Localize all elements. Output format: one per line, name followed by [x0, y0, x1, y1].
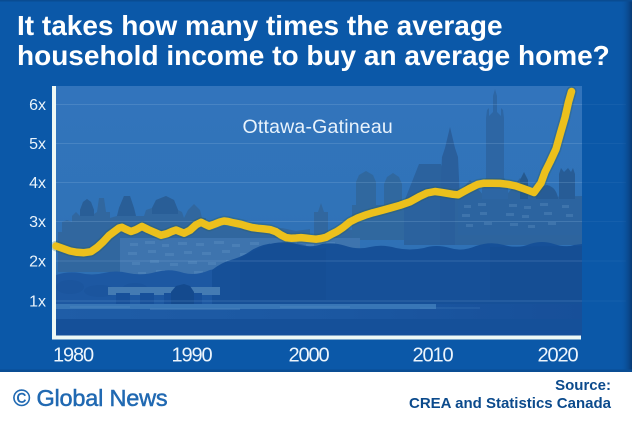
svg-text:3x: 3x: [29, 214, 46, 231]
svg-text:1x: 1x: [29, 294, 46, 311]
svg-text:2020: 2020: [537, 345, 578, 367]
svg-text:1980: 1980: [53, 345, 94, 367]
svg-text:2000: 2000: [288, 345, 329, 367]
svg-text:6x: 6x: [29, 97, 46, 114]
svg-text:1990: 1990: [171, 345, 212, 367]
svg-text:2x: 2x: [29, 254, 46, 271]
svg-text:4x: 4x: [29, 175, 46, 192]
svg-text:2010: 2010: [412, 345, 453, 367]
svg-text:5x: 5x: [29, 136, 46, 153]
